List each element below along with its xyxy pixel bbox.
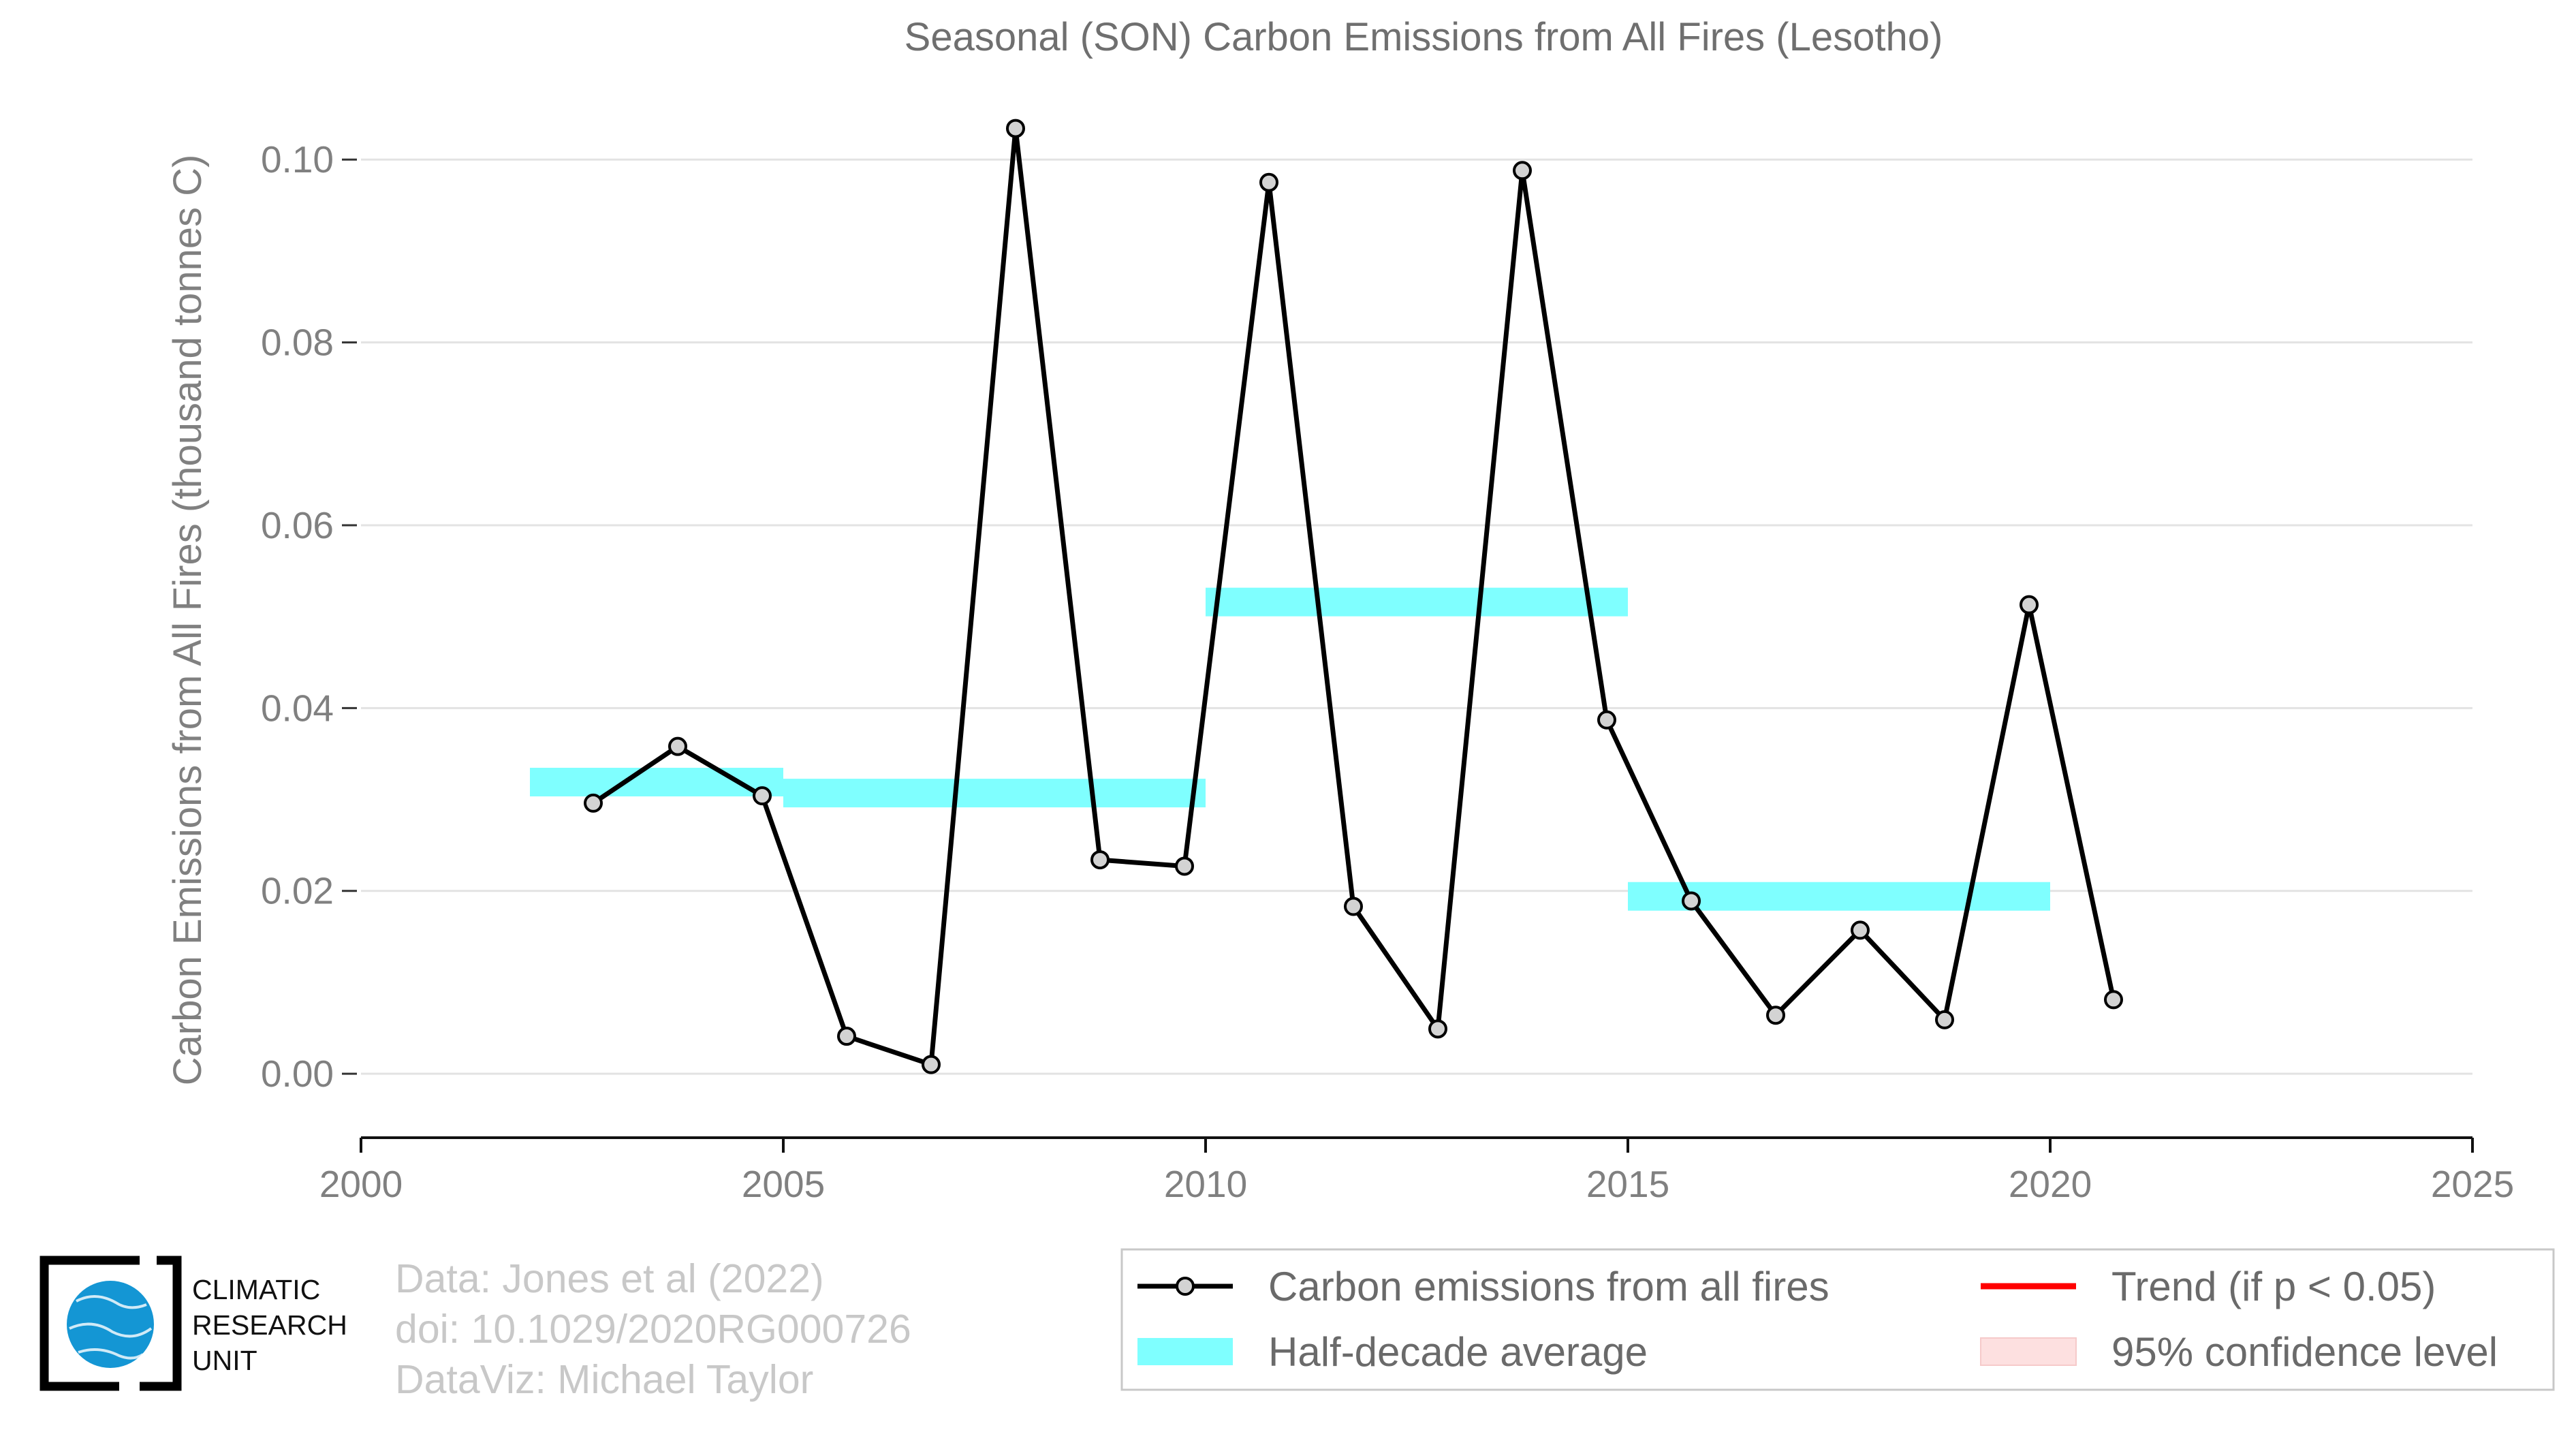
legend-label-emissions: Carbon emissions from all fires bbox=[1268, 1264, 1829, 1309]
half-decade-average-band bbox=[783, 779, 1206, 808]
credits: Data: Jones et al (2022) doi: 10.1029/20… bbox=[395, 1254, 911, 1405]
emissions-point bbox=[2020, 595, 2039, 614]
globe-land-icon bbox=[69, 1295, 153, 1360]
emissions-point bbox=[1090, 850, 1110, 870]
emissions-point bbox=[1597, 710, 1616, 730]
logo-line-3: UNIT bbox=[192, 1345, 257, 1376]
emissions-point bbox=[1766, 1006, 1785, 1025]
legend-half-decade-swatch bbox=[1137, 1338, 1233, 1365]
emissions-point bbox=[1006, 119, 1025, 138]
cru-logo bbox=[40, 1256, 182, 1391]
logo-line-1: CLIMATIC bbox=[192, 1274, 321, 1305]
emissions-point bbox=[922, 1055, 941, 1074]
y-tick-label: 0.04 bbox=[261, 687, 334, 729]
legend-label-confidence: 95% confidence level bbox=[2111, 1329, 2498, 1375]
legend-marker-swatch bbox=[1176, 1277, 1195, 1296]
emissions-point bbox=[1428, 1019, 1447, 1039]
half-decade-average-bands bbox=[530, 587, 2050, 911]
logo-text: CLIMATIC RESEARCH UNIT bbox=[192, 1272, 347, 1378]
emissions-point bbox=[753, 786, 772, 806]
y-axis-title: Carbon Emissions from All Fires (thousan… bbox=[166, 155, 210, 1086]
emissions-point bbox=[2104, 990, 2123, 1010]
x-tick-label: 2000 bbox=[319, 1163, 403, 1205]
legend-frame bbox=[1120, 1248, 2555, 1391]
logo-frame-left bbox=[40, 1256, 140, 1391]
emissions-point bbox=[1513, 161, 1532, 181]
emissions-point bbox=[1259, 172, 1278, 192]
legend-confidence-swatch bbox=[1980, 1337, 2077, 1366]
globe-icon bbox=[67, 1281, 154, 1368]
y-tick-label: 0.02 bbox=[261, 870, 334, 912]
legend-label-half-decade: Half-decade average bbox=[1268, 1329, 1648, 1375]
x-tick-label: 2005 bbox=[742, 1163, 825, 1205]
tick-labels: 0.00 0.02 0.04 0.06 0.08 0.10 2000 2005 2010 2015… bbox=[261, 138, 2514, 1205]
y-tick-label: 0.08 bbox=[261, 322, 334, 364]
credit-data: Data: Jones et al (2022) bbox=[395, 1256, 824, 1301]
emissions-point bbox=[837, 1027, 856, 1046]
legend: Carbon emissions from all fires Trend (i… bbox=[1120, 1248, 2555, 1391]
half-decade-average-band bbox=[1206, 587, 1628, 617]
x-tick-label: 2015 bbox=[1586, 1163, 1669, 1205]
emissions-points bbox=[584, 119, 2123, 1074]
x-tick-label: 2020 bbox=[2009, 1163, 2092, 1205]
emissions-point bbox=[1935, 1010, 1954, 1029]
logo-frame-right bbox=[140, 1256, 182, 1391]
emissions-point bbox=[668, 736, 687, 756]
y-tick-label: 0.06 bbox=[261, 504, 334, 546]
emissions-point bbox=[584, 793, 603, 813]
emissions-point bbox=[1682, 891, 1701, 911]
x-axis bbox=[342, 158, 2474, 1153]
emissions-point bbox=[1851, 920, 1870, 940]
emissions-point bbox=[1175, 856, 1194, 876]
x-tick-label: 2010 bbox=[1164, 1163, 1247, 1205]
chart-title: Seasonal (SON) Carbon Emissions from All… bbox=[905, 15, 1943, 59]
credit-dataviz: DataViz: Michael Taylor bbox=[395, 1357, 814, 1402]
logo-line-2: RESEARCH bbox=[192, 1309, 347, 1341]
y-tick-label: 0.10 bbox=[261, 138, 334, 181]
legend-label-trend: Trend (if p < 0.05) bbox=[2111, 1264, 2436, 1309]
emissions-point bbox=[1344, 897, 1363, 916]
y-tick-label: 0.00 bbox=[261, 1053, 334, 1095]
x-tick-label: 2025 bbox=[2431, 1163, 2514, 1205]
half-decade-average-band bbox=[530, 768, 783, 797]
gridlines bbox=[361, 158, 2472, 1075]
credit-doi: doi: 10.1029/2020RG000726 bbox=[395, 1307, 911, 1352]
